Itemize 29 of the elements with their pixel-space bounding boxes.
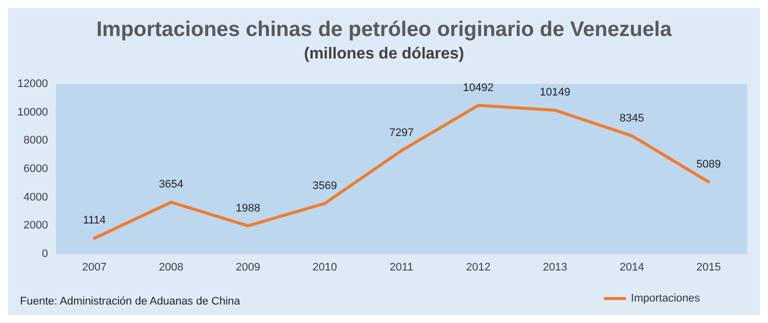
data-label: 7297 xyxy=(389,127,414,140)
data-label: 10492 xyxy=(462,82,494,94)
chart-subtitle: (millones de dólares) xyxy=(304,46,464,62)
legend-label: Importaciones xyxy=(630,292,700,304)
data-label: 3654 xyxy=(158,178,184,191)
chart-title: Importaciones chinas de petróleo originario de Venezuela xyxy=(96,18,672,41)
data-label: 8345 xyxy=(620,112,644,124)
x-tick-label: 2007 xyxy=(82,262,107,274)
data-label: 1988 xyxy=(236,202,260,214)
y-tick-label: 8000 xyxy=(24,134,48,147)
y-tick-label: 2000 xyxy=(24,220,48,232)
data-label: 10149 xyxy=(540,86,570,99)
x-tick-label: 2009 xyxy=(236,262,260,274)
source-note: Fuente: Administración de Aduanas de China xyxy=(20,296,242,308)
x-tick-label: 2013 xyxy=(542,262,568,274)
y-tick-label: 10000 xyxy=(17,106,48,118)
y-tick-label: 6000 xyxy=(24,163,48,175)
data-label: 1114 xyxy=(82,214,106,227)
y-tick-label: 4000 xyxy=(24,191,48,204)
y-tick-label: 12000 xyxy=(17,78,48,90)
x-tick-label: 2015 xyxy=(696,262,721,274)
x-tick-label: 2011 xyxy=(390,262,414,274)
data-label: 5089 xyxy=(696,158,721,170)
data-label: 3569 xyxy=(312,180,337,192)
x-tick-label: 2012 xyxy=(466,262,491,274)
x-tick-label: 2008 xyxy=(158,262,184,274)
x-tick-label: 2014 xyxy=(620,262,644,274)
x-tick-label: 2010 xyxy=(312,262,337,274)
y-tick-label: 0 xyxy=(42,248,48,260)
